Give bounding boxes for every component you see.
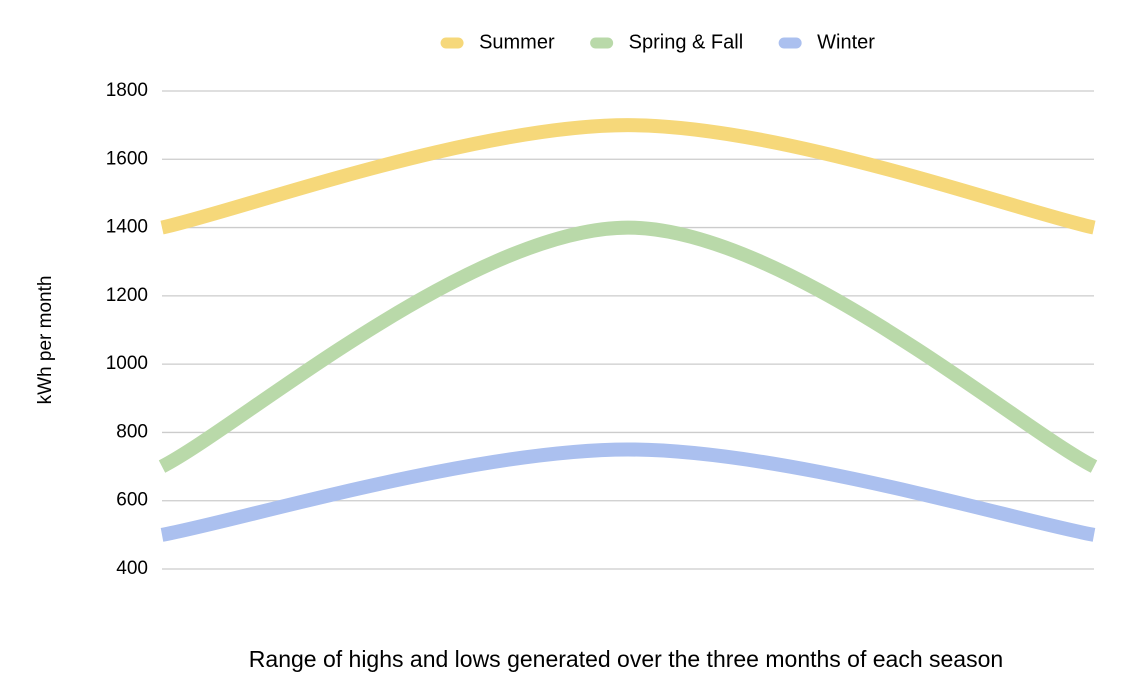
y-axis-title: kWh per month xyxy=(35,276,56,405)
legend-label: Winter xyxy=(817,31,875,53)
y-tick-label: 800 xyxy=(116,421,148,442)
y-tick-label: 1400 xyxy=(106,217,148,238)
series-line xyxy=(160,442,1096,542)
x-axis-title: Range of highs and lows generated over t… xyxy=(249,646,1003,672)
y-tick-label: 600 xyxy=(116,490,148,511)
y-tick-label: 1000 xyxy=(106,353,148,374)
series-line xyxy=(158,220,1098,473)
legend-label: Summer xyxy=(479,31,555,53)
y-tick-label: 1200 xyxy=(106,285,148,306)
y-tick-label: 400 xyxy=(116,558,148,579)
y-tick-label: 1800 xyxy=(106,80,148,101)
y-tick-label: 1600 xyxy=(106,148,148,169)
legend-label: Spring & Fall xyxy=(629,31,744,53)
series-line xyxy=(160,118,1096,235)
